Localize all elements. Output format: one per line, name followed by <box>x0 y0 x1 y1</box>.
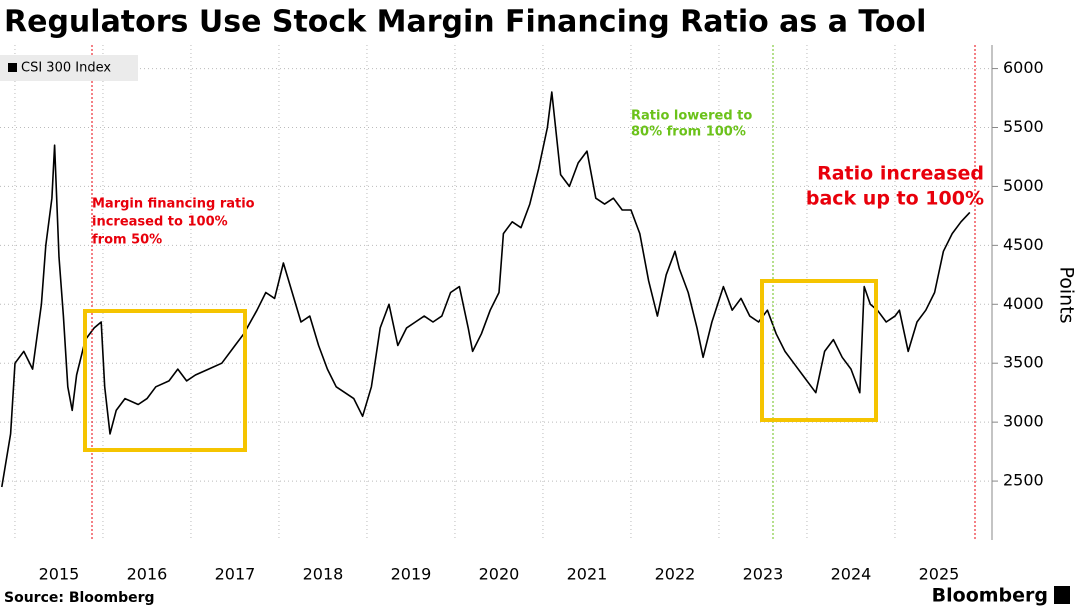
annotation: increased to 100% <box>92 215 228 230</box>
brand: Bloomberg <box>932 585 1048 607</box>
x-tick-label: 2024 <box>831 565 872 584</box>
y-tick-label: 3000 <box>1003 412 1044 431</box>
chart-title: Regulators Use Stock Margin Financing Ra… <box>4 5 926 40</box>
annotation: 80% from 100% <box>631 125 746 140</box>
plot-area <box>0 45 990 540</box>
y-tick-label: 4500 <box>1003 235 1044 254</box>
highlight-box <box>83 309 247 452</box>
legend-label: CSI 300 Index <box>21 61 111 76</box>
y-tick-label: 4000 <box>1003 294 1044 313</box>
y-tick-label: 3500 <box>1003 353 1044 372</box>
annotation: Margin financing ratio <box>92 197 255 212</box>
x-tick-label: 2017 <box>215 565 256 584</box>
x-tick-label: 2021 <box>567 565 608 584</box>
y-tick-label: 5000 <box>1003 176 1044 195</box>
highlight-box <box>760 279 878 422</box>
annotation: from 50% <box>92 233 162 248</box>
legend-swatch <box>8 63 17 72</box>
x-tick-label: 2018 <box>303 565 344 584</box>
y-tick-label: 2500 <box>1003 471 1044 490</box>
line <box>1 91 971 488</box>
source: Source: Bloomberg <box>4 590 155 606</box>
y-tick-label: 6000 <box>1003 58 1044 77</box>
x-tick-label: 2023 <box>743 565 784 584</box>
y-tick-label: 5500 <box>1003 117 1044 136</box>
annotation: Ratio increased <box>817 163 984 185</box>
x-tick-label: 2022 <box>655 565 696 584</box>
x-tick-label: 2016 <box>127 565 168 584</box>
annotation: back up to 100% <box>806 188 984 210</box>
annotation: Ratio lowered to <box>631 109 752 124</box>
x-tick-label: 2015 <box>39 565 80 584</box>
brand-logo <box>1054 586 1070 604</box>
x-tick-label: 2025 <box>919 565 960 584</box>
legend <box>0 55 138 81</box>
y-axis-label: Points <box>1056 266 1078 323</box>
x-tick-label: 2019 <box>391 565 432 584</box>
x-tick-label: 2020 <box>479 565 520 584</box>
